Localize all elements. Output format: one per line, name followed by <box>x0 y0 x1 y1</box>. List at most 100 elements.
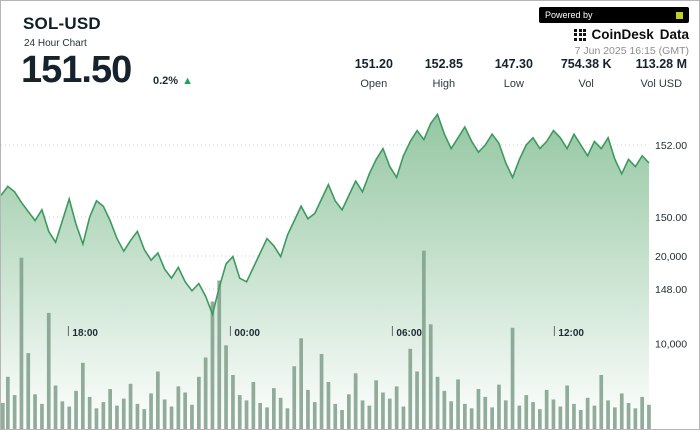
stat-low-label: Low <box>503 78 524 90</box>
volume-bar <box>251 382 256 429</box>
chart-area: 152.00 150.00 148.00 20,000 10,000 18:00 00:00… <box>1 109 700 430</box>
stat-open-value: 151.20 <box>354 57 393 71</box>
volume-bar <box>149 393 153 429</box>
brand-name-2: Data <box>659 27 689 42</box>
badge-accent-icon <box>676 11 683 19</box>
stat-high-label: High <box>432 78 456 90</box>
change-indicator: 0.2% ▲ <box>153 75 193 87</box>
x-axis-label: 00:00 <box>234 328 260 339</box>
volume-bar <box>203 357 208 429</box>
axis-label-price: 150.00 <box>655 212 687 224</box>
volume-bar <box>592 405 597 429</box>
volume-bar <box>162 399 167 429</box>
chart-subtitle: 24 Hour Chart <box>24 38 87 49</box>
volume-bar <box>46 312 51 429</box>
volume-bar <box>599 375 604 429</box>
symbol-title: SOL-USD <box>23 14 101 33</box>
stat-open: 151.20 Open <box>351 57 397 90</box>
current-price: 151.50 <box>21 49 132 91</box>
stat-vol-usd-value: 113.28 M <box>635 57 687 71</box>
volume-bar <box>360 400 365 429</box>
volume-bar <box>74 390 78 429</box>
volume-bar <box>538 409 542 429</box>
volume-bar <box>619 393 624 429</box>
volume-bar <box>292 366 297 429</box>
volume-bar <box>60 401 65 429</box>
volume-bar <box>87 396 92 429</box>
volume-bar <box>169 406 174 429</box>
volume-bar <box>469 408 474 429</box>
volume-bar <box>497 384 501 429</box>
volume-bar <box>347 394 351 429</box>
powered-by-badge[interactable]: Powered by <box>539 7 689 23</box>
volume-bar <box>183 392 187 429</box>
volume-bar <box>210 301 215 429</box>
volume-bar <box>244 400 249 429</box>
volume-bar <box>265 407 269 429</box>
price-line <box>1 112 650 317</box>
stat-low-value: 147.30 <box>494 57 533 71</box>
axis-label-price: 152.00 <box>655 140 687 152</box>
branding-block: Powered by CoinDesk Data 7 Jun 2025 16:1… <box>519 7 689 57</box>
volume-bar <box>394 386 399 429</box>
chart-canvas[interactable]: 152.00 150.00 148.00 20,000 10,000 18:00 00:00… <box>1 109 700 430</box>
volume-bar <box>326 382 331 429</box>
volume-bar <box>381 392 385 429</box>
volume-bar <box>319 354 324 429</box>
axis-label-volume: 20,000 <box>655 251 687 263</box>
volume-bar <box>237 395 242 429</box>
volume-bar <box>435 376 440 429</box>
volume-bar <box>647 404 651 429</box>
x-axis-label: 06:00 <box>396 328 422 339</box>
volume-bar <box>19 257 24 429</box>
volume-bar <box>408 348 413 429</box>
volume-bar <box>94 408 99 429</box>
volume-bar <box>142 409 147 429</box>
volume-bar <box>81 362 85 429</box>
volume-bar <box>565 385 569 429</box>
volume-bar <box>33 394 37 429</box>
volume-bar <box>285 408 290 429</box>
x-axis-label: 12:00 <box>558 328 584 339</box>
volume-bar <box>299 338 303 429</box>
volume-bar <box>6 376 10 429</box>
volume-bar <box>626 403 631 429</box>
volume-bar <box>544 389 549 429</box>
volume-bar <box>551 399 556 429</box>
volume-bar <box>340 410 344 429</box>
volume-bar <box>531 402 535 429</box>
volume-bar <box>12 395 17 429</box>
coindesk-grid-icon <box>574 28 587 41</box>
brand-name: CoinDesk <box>591 27 654 42</box>
volume-bar <box>367 405 372 429</box>
volume-bar <box>1 403 5 429</box>
volume-bar <box>353 373 358 429</box>
volume-bar <box>278 397 283 429</box>
volume-bar <box>333 403 338 429</box>
coindesk-data-logo[interactable]: CoinDesk Data <box>574 27 689 42</box>
axis-label-volume: 10,000 <box>655 339 687 351</box>
change-percent: 0.2% <box>153 75 179 87</box>
stat-vol-label: Vol <box>578 78 594 90</box>
volume-bar <box>585 397 590 429</box>
volume-bar <box>258 403 262 429</box>
volume-bar <box>442 390 447 429</box>
volume-bar <box>428 324 433 429</box>
stat-vol-usd-label: Vol USD <box>640 78 683 90</box>
volume-bar <box>101 402 106 429</box>
volume-bar <box>128 383 133 429</box>
volume-bar <box>135 403 140 429</box>
volume-bar <box>121 398 126 429</box>
volume-bar <box>53 385 58 429</box>
volume-bar <box>176 386 181 429</box>
volume-bar <box>224 345 228 429</box>
stat-open-label: Open <box>360 78 388 90</box>
volume-bar <box>483 396 488 429</box>
volume-bar <box>606 400 610 429</box>
volume-bar <box>490 407 494 429</box>
volume-bar <box>476 389 481 429</box>
axis-label-price: 148.00 <box>655 284 687 296</box>
volume-bar <box>108 389 112 429</box>
stat-high-value: 152.85 <box>424 57 463 71</box>
